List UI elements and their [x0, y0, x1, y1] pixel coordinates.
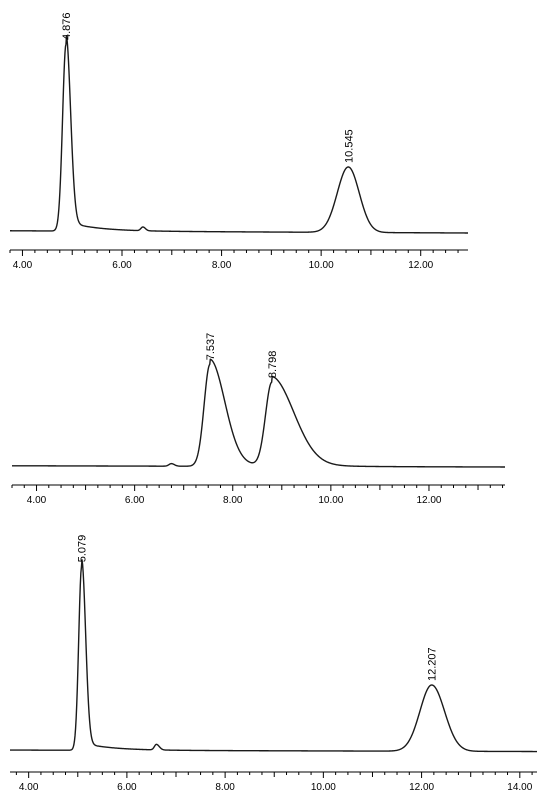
- x-tick-label: 12.00: [416, 495, 441, 506]
- x-tick-label: 12.00: [408, 260, 433, 271]
- signal-trace: [11, 358, 506, 468]
- signal-trace: [9, 559, 537, 753]
- x-tick-label: 6.00: [112, 260, 132, 271]
- chromatogram-3: 4.00 6.00 8.00 10.00 12.00 14.00 5.079 12.207: [9, 535, 537, 793]
- peak-label: 5.079: [77, 535, 89, 563]
- x-tick-label: 4.00: [13, 260, 33, 271]
- x-tick-label: 10.00: [311, 782, 336, 793]
- x-tick-label: 8.00: [223, 495, 243, 506]
- x-tick-label: 12.00: [409, 782, 434, 793]
- x-tick-label: 8.00: [212, 260, 232, 271]
- x-tick-label: 6.00: [125, 495, 145, 506]
- peak-label: 12.207: [427, 647, 439, 681]
- x-tick-label: 4.00: [27, 495, 47, 506]
- x-tick-label: 6.00: [117, 782, 137, 793]
- chromatogram-1: 4.00 6.00 8.00 10.00 12.00 4.876 10.545: [9, 12, 469, 271]
- peak-label: 8.798: [267, 351, 279, 379]
- chromatogram-2: 4.00 6.00 8.00 10.00 12.00 7.537 8.798: [11, 333, 506, 506]
- x-tick-label: 10.00: [318, 495, 343, 506]
- x-tick-label: 10.00: [309, 260, 334, 271]
- x-tick-label: 4.00: [19, 782, 39, 793]
- x-tick-label: 8.00: [215, 782, 235, 793]
- peak-label: 10.545: [343, 129, 355, 163]
- x-tick-label: 14.00: [507, 782, 532, 793]
- signal-trace: [9, 34, 469, 234]
- peak-label: 7.537: [205, 333, 217, 361]
- peak-label: 4.876: [61, 12, 73, 40]
